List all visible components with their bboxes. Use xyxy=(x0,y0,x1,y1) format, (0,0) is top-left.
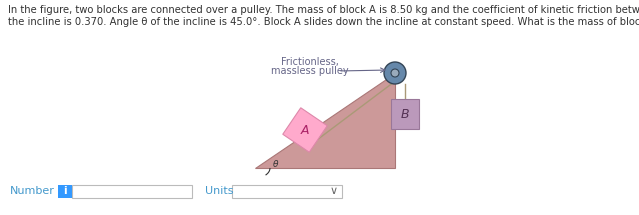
Polygon shape xyxy=(255,73,395,168)
Circle shape xyxy=(384,62,406,84)
Text: A: A xyxy=(301,123,309,137)
Bar xyxy=(232,185,342,198)
Text: the incline is 0.370. Angle θ of the incline is 45.0°. Block A slides down the i: the incline is 0.370. Angle θ of the inc… xyxy=(8,17,639,27)
Circle shape xyxy=(391,69,399,77)
Bar xyxy=(391,99,419,129)
Polygon shape xyxy=(283,108,327,152)
Text: massless pulley: massless pulley xyxy=(271,66,349,76)
Text: i: i xyxy=(63,186,67,197)
Text: Number: Number xyxy=(10,186,55,196)
Bar xyxy=(58,185,72,198)
Text: Frictionless,: Frictionless, xyxy=(281,57,339,67)
Text: In the figure, two blocks are connected over a pulley. The mass of block A is 8.: In the figure, two blocks are connected … xyxy=(8,5,639,15)
Bar xyxy=(72,185,192,198)
Text: ∨: ∨ xyxy=(330,186,338,197)
Text: B: B xyxy=(401,108,410,120)
Text: θ: θ xyxy=(273,160,279,169)
Text: Units: Units xyxy=(205,186,233,196)
